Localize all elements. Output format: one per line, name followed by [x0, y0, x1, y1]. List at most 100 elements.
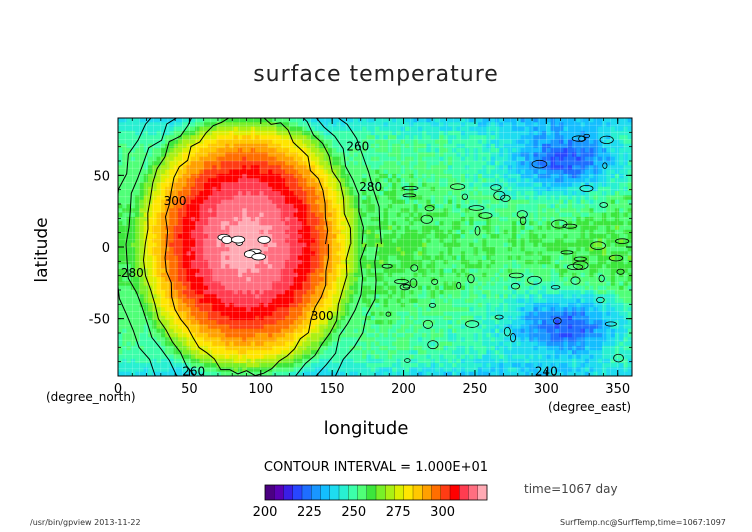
- field-cell: [507, 234, 513, 239]
- field-cell: [602, 139, 607, 145]
- field-cell: [563, 255, 569, 261]
- field-cell: [439, 285, 445, 291]
- field-cell: [216, 165, 222, 171]
- field-cell: [623, 165, 629, 171]
- field-cell: [263, 229, 269, 235]
- field-cell: [147, 238, 153, 244]
- field-cell: [302, 268, 308, 274]
- field-cell: [486, 216, 492, 222]
- field-cell: [383, 139, 389, 145]
- field-cell: [550, 285, 556, 291]
- field-cell: [297, 152, 303, 158]
- field-cell: [220, 152, 226, 158]
- field-cell: [520, 173, 526, 179]
- field-cell: [177, 130, 183, 136]
- field-cell: [456, 139, 462, 145]
- field-cell: [289, 152, 295, 158]
- field-cell: [362, 272, 368, 278]
- field-cell: [357, 247, 363, 252]
- field-cell: [118, 130, 123, 136]
- field-cell: [572, 212, 577, 218]
- field-cell: [310, 264, 316, 270]
- field-cell: [542, 234, 547, 239]
- field-cell: [619, 255, 625, 261]
- field-cell: [392, 255, 398, 261]
- field-cell: [297, 195, 303, 201]
- field-cell: [439, 130, 445, 136]
- field-cell: [400, 225, 406, 231]
- field-cell: [182, 148, 188, 153]
- field-cell: [404, 290, 410, 295]
- field-cell: [537, 221, 543, 227]
- field-cell: [546, 204, 552, 209]
- field-cell: [426, 204, 432, 209]
- field-cell: [507, 118, 513, 123]
- field-cell: [319, 242, 325, 248]
- field-cell: [542, 165, 547, 171]
- field-cell: [182, 186, 188, 192]
- field-cell: [383, 143, 389, 149]
- field-cell: [602, 290, 607, 295]
- field-cell: [413, 191, 419, 196]
- field-cell: [533, 178, 539, 184]
- field-cell: [546, 281, 552, 287]
- field-cell: [486, 152, 492, 158]
- field-cell: [216, 294, 222, 300]
- field-cell: [584, 122, 590, 128]
- field-cell: [293, 268, 299, 274]
- field-cell: [396, 247, 402, 252]
- field-cell: [426, 195, 432, 201]
- field-cell: [417, 247, 423, 252]
- field-cell: [237, 161, 243, 166]
- field-cell: [207, 122, 213, 128]
- field-cell: [400, 135, 406, 141]
- field-cell: [207, 216, 213, 222]
- field-cell: [370, 204, 376, 209]
- field-cell: [310, 195, 316, 201]
- field-cell: [160, 229, 166, 235]
- field-cell: [177, 169, 183, 175]
- field-cell: [177, 191, 183, 196]
- field-cell: [353, 290, 359, 295]
- field-cell: [559, 169, 565, 175]
- field-cell: [623, 255, 629, 261]
- field-cell: [473, 156, 479, 162]
- field-cell: [349, 195, 355, 201]
- field-cell: [173, 161, 179, 166]
- field-cell: [122, 208, 128, 214]
- field-cell: [349, 148, 355, 153]
- field-cell: [443, 268, 449, 274]
- field-cell: [623, 259, 629, 265]
- field-cell: [255, 281, 260, 287]
- field-cell: [297, 242, 303, 248]
- field-cell: [392, 277, 398, 282]
- field-cell: [370, 122, 376, 128]
- field-cell: [216, 238, 222, 244]
- field-cell: [499, 234, 505, 239]
- field-cell: [195, 259, 200, 265]
- field-cell: [443, 178, 449, 184]
- field-cell: [494, 165, 500, 171]
- field-cell: [597, 195, 603, 201]
- field-cell: [572, 126, 577, 132]
- field-cell: [190, 169, 196, 175]
- field-cell: [443, 251, 449, 257]
- field-cell: [606, 234, 612, 239]
- field-cell: [263, 251, 269, 257]
- field-cell: [576, 178, 582, 184]
- field-cell: [302, 285, 308, 291]
- field-cell: [400, 259, 406, 265]
- field-cell: [259, 212, 265, 218]
- field-cell: [477, 182, 483, 188]
- field-cell: [520, 182, 526, 188]
- field-cell: [567, 259, 573, 265]
- field-cell: [387, 290, 393, 295]
- field-cell: [135, 204, 141, 209]
- field-cell: [422, 290, 427, 295]
- field-cell: [439, 221, 445, 227]
- field-cell: [529, 135, 535, 141]
- field-cell: [387, 143, 393, 149]
- field-cell: [456, 277, 462, 282]
- field-cell: [567, 277, 573, 282]
- field-cell: [366, 264, 372, 270]
